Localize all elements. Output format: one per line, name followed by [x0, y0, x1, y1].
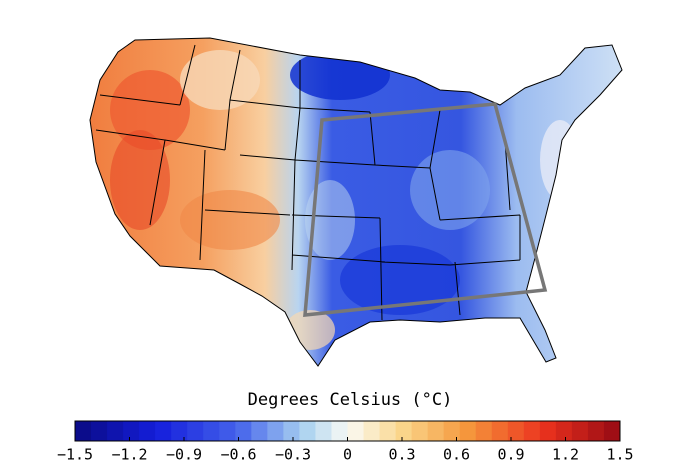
colorbar-swatch: [123, 421, 140, 441]
colorbar-swatch: [187, 421, 204, 441]
colorbar-swatch: [299, 421, 316, 441]
colorbar-swatch: [395, 421, 413, 441]
colorbar-swatch: [219, 421, 236, 441]
colorbar-tick-label: −1.2: [111, 446, 147, 464]
colorbar-swatch: [555, 421, 573, 441]
colorbar-swatch: [539, 421, 557, 441]
colorbar-tick-label: 1.5: [606, 446, 633, 464]
colorbar-swatch: [443, 421, 461, 441]
colorbar-swatch: [139, 421, 156, 441]
colorbar: −1.5 −1.2 −0.9 −0.6 −0.3 0 0.3 0.6 0.9 1.2 1.5: [57, 421, 634, 464]
colorbar-swatch: [459, 421, 477, 441]
colorbar-swatch: [507, 421, 525, 441]
colorbar-tick-label: 0.6: [443, 446, 470, 464]
colorbar-swatch: [315, 421, 332, 441]
colorbar-swatch: [587, 421, 605, 441]
colorbar-swatch: [235, 421, 252, 441]
study-region-box: [303, 102, 548, 317]
colorbar-swatch: [171, 421, 188, 441]
colorbar-swatch: [267, 421, 284, 441]
colorbar-swatch: [331, 421, 348, 441]
colorbar-label: Degrees Celsius (°C): [248, 390, 453, 410]
colorbar-swatch: [363, 421, 381, 441]
colorbar-swatch: [347, 421, 365, 441]
colorbar-tick-label: 1.2: [552, 446, 579, 464]
colorbar-swatch: [251, 421, 268, 441]
colorbar-tick-label: −0.6: [220, 446, 256, 464]
colorbar-tick-label: −1.5: [57, 446, 93, 464]
colorbar-swatch: [203, 421, 220, 441]
colorbar-swatch: [427, 421, 445, 441]
colorbar-swatch: [107, 421, 124, 441]
colorbar-swatch: [475, 421, 493, 441]
state-borders: [89, 37, 623, 367]
colorbar-tick-label: −0.3: [275, 446, 311, 464]
colorbar-swatch: [91, 421, 108, 441]
colorbar-tick-label: 0: [343, 446, 352, 464]
colorbar-frame: [74, 420, 621, 442]
colorbar-swatch: [283, 421, 300, 441]
colorbar-tick-label: −0.9: [166, 446, 202, 464]
colorbar-swatch: [491, 421, 509, 441]
colorbar-swatch: [411, 421, 429, 441]
colorbar-tick-label: 0.3: [388, 446, 415, 464]
colorbar-swatch: [603, 421, 621, 441]
colorbar-swatch: [571, 421, 589, 441]
colorbar-swatch: [155, 421, 172, 441]
colorbar-swatch: [523, 421, 541, 441]
colorbar-tick-label: 0.9: [497, 446, 524, 464]
colorbar-swatch: [75, 421, 92, 441]
colorbar-swatch: [379, 421, 397, 441]
